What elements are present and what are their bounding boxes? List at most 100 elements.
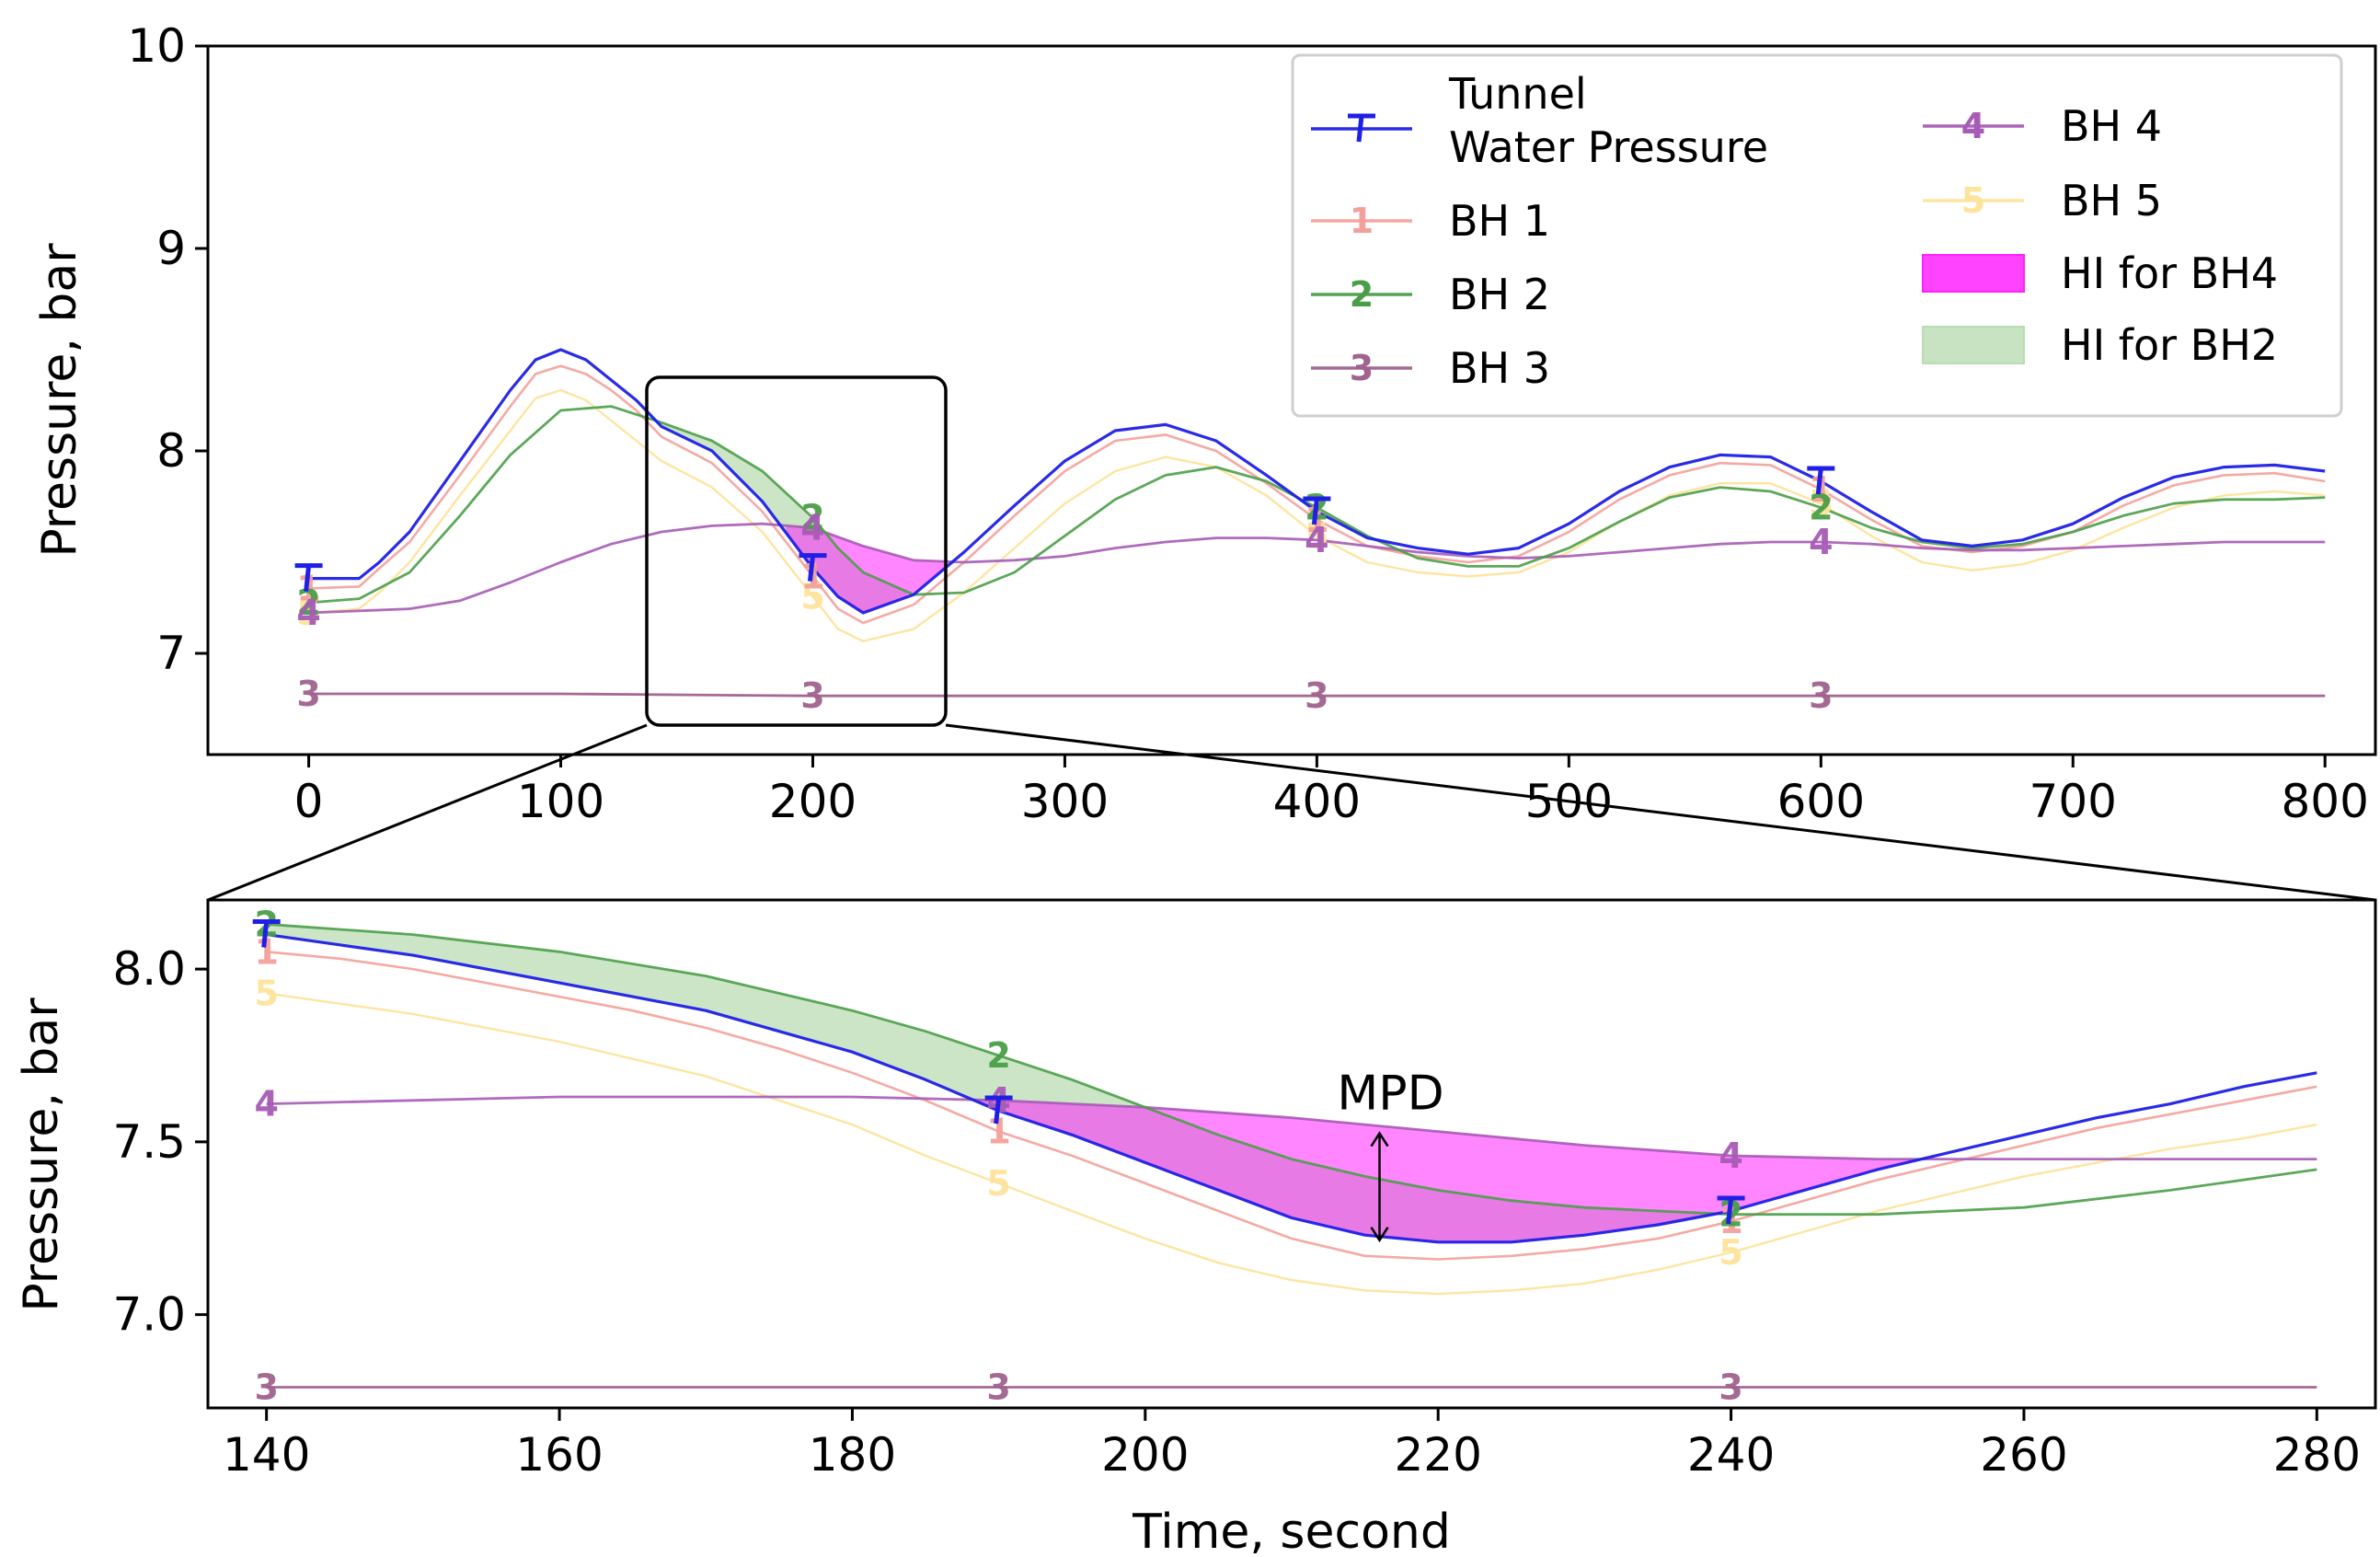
legend-label: BH 1 (1449, 196, 1550, 246)
x-tick-label: 240 (1687, 1428, 1775, 1482)
series-line-tunnel (308, 348, 2326, 615)
marker-bh2: 2 (800, 498, 824, 538)
legend-label: Water Pressure (1449, 122, 1768, 172)
legend-swatch-marker: 4 (1961, 106, 1985, 146)
legend-item-bh1: 1 BH 1 (1311, 196, 1550, 246)
hi-bh2-fill (266, 924, 1716, 1242)
marker-bh3: 3 (1719, 1367, 1742, 1407)
legend-item-hi_bh2: HI for BH2 (1922, 320, 2278, 370)
overview-panel: 33335555111122224444 0100200300400500600… (32, 19, 2377, 828)
marker-bh3: 3 (1809, 675, 1833, 716)
top-hi-fills (658, 421, 1371, 612)
x-tick-label: 140 (223, 1428, 310, 1482)
x-tick-label: 400 (1273, 775, 1361, 828)
series-line-bh4 (308, 522, 2326, 615)
series-line-bh4 (266, 1095, 2317, 1160)
series-line-bh5 (308, 388, 2326, 642)
legend-label: BH 4 (2061, 101, 2162, 151)
zoom-panel: 333555111222444 140160180200220240260280… (14, 898, 2377, 1557)
top-series-lines (308, 348, 2326, 698)
y-tick-label: 8.0 (112, 942, 186, 996)
x-tick-label: 100 (517, 775, 604, 828)
zoom-series-lines (266, 922, 2317, 1389)
series-line-bh3 (308, 692, 2326, 698)
x-tick-label: 300 (1021, 775, 1109, 828)
marker-bh2: 2 (296, 582, 320, 623)
zoom-connector-right (945, 723, 2376, 902)
hi-bh4-fill (977, 1100, 1921, 1242)
legend-swatch-marker: 2 (1350, 274, 1374, 315)
marker-bh4: 4 (1305, 520, 1328, 560)
x-tick-label: 280 (2273, 1428, 2361, 1482)
x-tick-label: 700 (2029, 775, 2117, 828)
legend-swatch-marker: 5 (1961, 180, 1985, 221)
marker-bh5: 5 (800, 576, 824, 617)
legend-item-hi_bh4: HI for BH4 (1922, 248, 2278, 298)
y-tick-label: 7 (156, 627, 186, 680)
legend-swatch-marker: 1 (1350, 201, 1374, 241)
y-tick-label: 7.0 (112, 1288, 186, 1342)
marker-bh4: 4 (254, 1084, 278, 1124)
tunnel-marker (799, 553, 827, 582)
x-tick-label: 160 (515, 1428, 603, 1482)
mpd-arrow-head-top (1370, 1131, 1389, 1148)
series-line-bh1 (266, 951, 2317, 1261)
series-line-bh2 (266, 922, 2317, 1217)
series-line-tunnel (266, 933, 2317, 1244)
x-tick-label: 0 (294, 775, 324, 828)
legend-label: BH 3 (1449, 343, 1550, 393)
overview-x-ticks: 0100200300400500600700800 (294, 755, 2369, 828)
overview-y-ticks: 7 8 9 10 (127, 19, 208, 680)
x-tick-label: 180 (809, 1428, 896, 1482)
marker-bh5: 5 (1719, 1232, 1742, 1273)
tunnel-marker (252, 919, 281, 948)
x-tick-label: 220 (1394, 1428, 1481, 1482)
marker-bh2: 2 (986, 1035, 1010, 1076)
legend-item-bh3: 3 BH 3 (1311, 343, 1550, 393)
zoom-series-markers: 333555111222444 (252, 904, 1745, 1407)
marker-bh3: 3 (800, 675, 824, 716)
marker-bh5: 5 (986, 1163, 1010, 1204)
marker-bh4: 4 (800, 508, 824, 548)
legend-item-bh4: 4 BH 4 (1923, 101, 2162, 151)
marker-bh5: 5 (254, 973, 278, 1013)
overview-axes-frame (206, 44, 2377, 756)
legend-label: Tunnel (1448, 69, 1587, 119)
zoom-axes-frame (206, 898, 2377, 1410)
legend-item-bh5: 5 BH 5 (1923, 176, 2162, 225)
tunnel-marker (1807, 466, 1835, 495)
marker-bh5: 5 (1305, 515, 1328, 556)
legend-swatch-marker: 3 (1350, 348, 1374, 388)
y-tick-label: 10 (127, 19, 186, 73)
marker-bh5: 5 (1809, 483, 1833, 524)
x-tick-label: 200 (1101, 1428, 1189, 1482)
x-tick-label: 800 (2281, 775, 2368, 828)
top-series-markers: 33335555111122224444 (294, 466, 1835, 716)
mpd-annotation: MPD (1337, 1067, 1444, 1243)
marker-bh3: 3 (254, 1367, 278, 1407)
legend-label: HI for BH4 (2061, 248, 2278, 298)
marker-bh5: 5 (296, 593, 320, 633)
series-line-bh5 (266, 992, 2317, 1296)
legend-swatch-patch (1922, 254, 2025, 293)
legend-label: HI for BH2 (2061, 320, 2278, 370)
overview-y-axis-label: Pressure, bar (32, 243, 87, 558)
legend-swatch-patch (1922, 326, 2025, 364)
legend-frame (1291, 53, 2343, 418)
legend-label: BH 2 (1449, 270, 1550, 319)
zoom-x-axis-label: Time, second (1132, 1505, 1451, 1557)
marker-bh2: 2 (1809, 488, 1833, 528)
zoom-hi-fills (266, 924, 1921, 1242)
marker-bh4: 4 (296, 593, 320, 633)
legend-swatch-marker-stem (1356, 115, 1364, 143)
marker-bh3: 3 (1305, 675, 1328, 716)
tunnel-marker (1717, 1195, 1745, 1225)
x-tick-label: 260 (1980, 1428, 2067, 1482)
x-tick-label: 200 (769, 775, 857, 828)
mpd-label: MPD (1337, 1067, 1443, 1122)
x-tick-label: 600 (1777, 775, 1865, 828)
tunnel-marker (984, 1095, 1013, 1124)
